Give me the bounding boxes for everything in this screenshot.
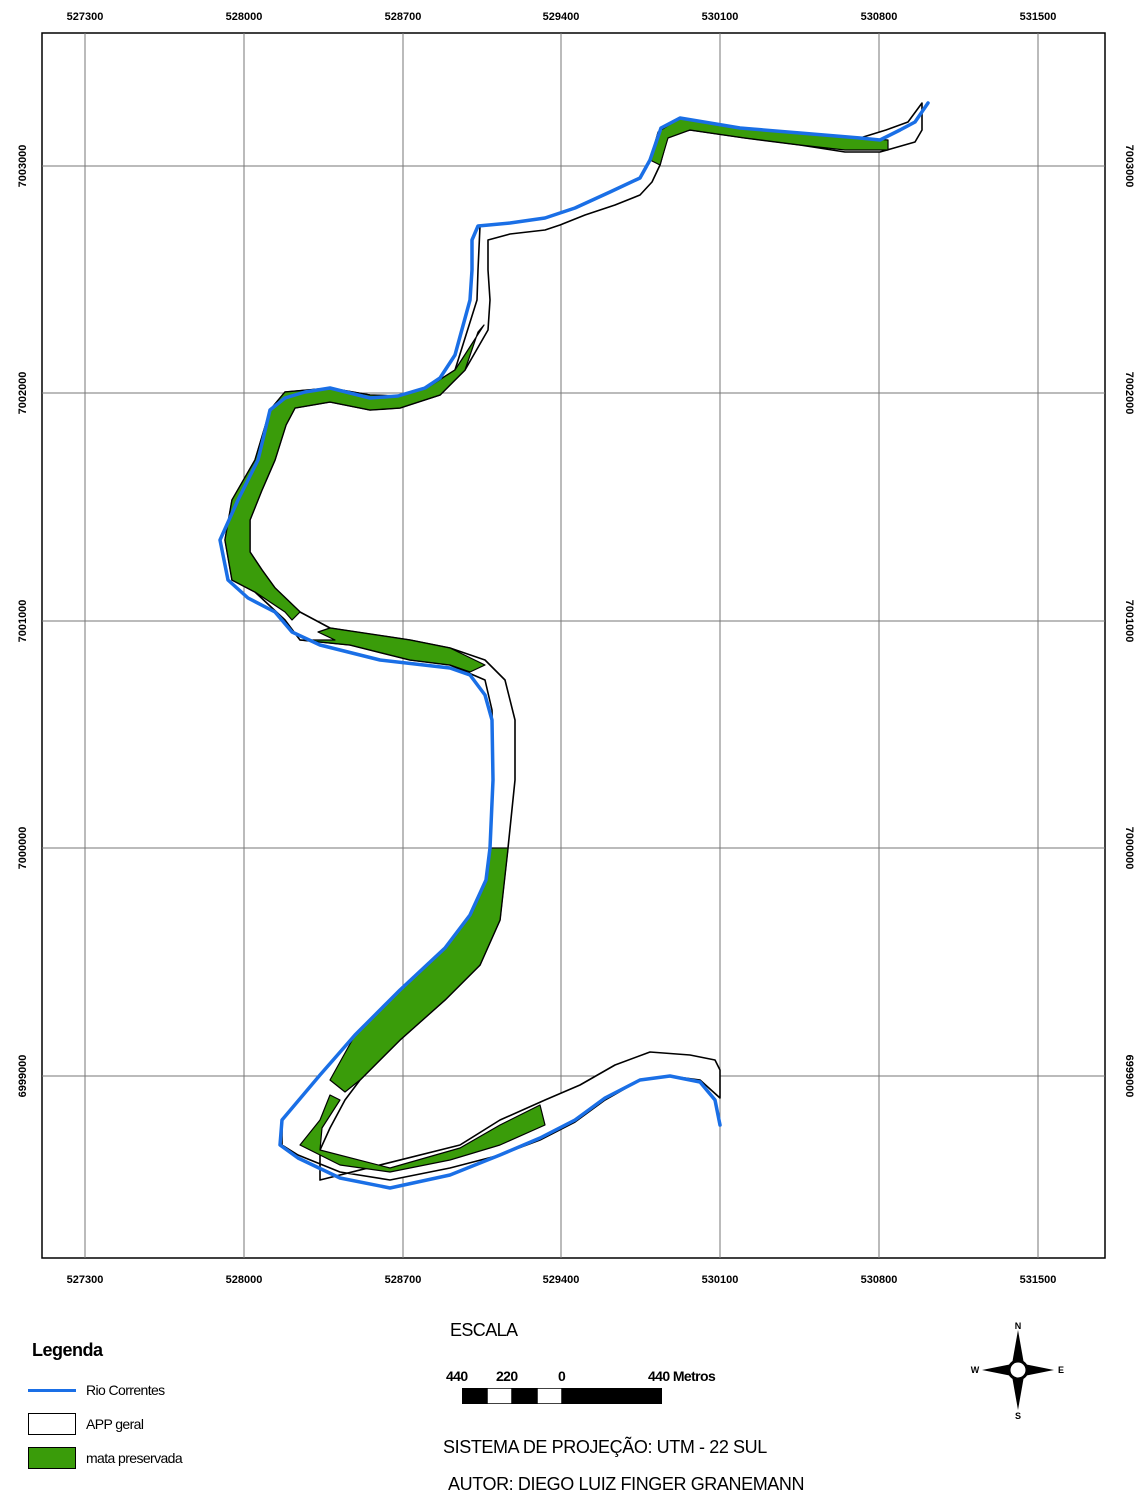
mata-preservada bbox=[224, 117, 889, 1173]
mata-swatch bbox=[28, 1447, 76, 1469]
legend-item-rio: Rio Correntes bbox=[28, 1378, 165, 1402]
x-tick-label: 531500 bbox=[1020, 11, 1057, 23]
projection-text: SISTEMA DE PROJEÇÃO: UTM - 22 SUL bbox=[443, 1437, 767, 1457]
map-frame: 527300 528000 528700 529400 530100 53080… bbox=[17, 11, 1135, 1286]
x-tick-label: 530100 bbox=[702, 11, 739, 23]
y-tick-label: 7002000 bbox=[1123, 372, 1135, 415]
x-tick-label: 530800 bbox=[861, 11, 898, 23]
y-tick-labels-left: 7003000 7002000 7001000 7000000 6999000 bbox=[17, 145, 29, 1098]
x-tick-labels-bottom: 527300 528000 528700 529400 530100 53080… bbox=[67, 1274, 1057, 1286]
x-tick-label: 529400 bbox=[543, 1274, 580, 1286]
mata-segment-bottom bbox=[299, 1094, 546, 1173]
compass-s-label: S bbox=[1015, 1411, 1021, 1420]
scale-segment bbox=[536, 1388, 563, 1404]
rio-correntes-line bbox=[218, 101, 930, 1190]
legend-label: Rio Correntes bbox=[86, 1382, 165, 1398]
x-tick-label: 528000 bbox=[226, 11, 263, 23]
y-tick-labels-right: 7003000 7002000 7001000 7000000 6999000 bbox=[1123, 145, 1135, 1098]
legend-label: mata preservada bbox=[86, 1450, 183, 1466]
scale-bar bbox=[462, 1388, 662, 1404]
compass-e-label: E bbox=[1058, 1365, 1064, 1375]
x-tick-labels-top: 527300 528000 528700 529400 530100 53080… bbox=[67, 11, 1057, 23]
scale-block: ESCALA 440 220 0 440 Metros bbox=[430, 1318, 810, 1428]
map-border bbox=[41, 32, 1106, 1259]
scale-label: 0 bbox=[558, 1368, 566, 1384]
y-tick-label: 6999000 bbox=[1123, 1055, 1135, 1098]
y-tick-label: 7000000 bbox=[17, 827, 29, 870]
x-tick-label: 528700 bbox=[385, 1274, 422, 1286]
compass-w-label: W bbox=[971, 1365, 980, 1375]
x-tick-label: 529400 bbox=[543, 11, 580, 23]
x-tick-label: 531500 bbox=[1020, 1274, 1057, 1286]
grid-lines bbox=[42, 33, 1105, 1258]
scale-segment bbox=[486, 1388, 513, 1404]
legend: Legenda Rio Correntes APP geral mata pre… bbox=[28, 1338, 348, 1488]
x-tick-label: 527300 bbox=[67, 1274, 104, 1286]
legend-label: APP geral bbox=[86, 1416, 144, 1432]
scale-segment bbox=[512, 1388, 537, 1404]
y-tick-label: 7000000 bbox=[1123, 827, 1135, 870]
mata-segment-mid bbox=[299, 627, 486, 673]
x-tick-label: 530100 bbox=[702, 1274, 739, 1286]
legend-item-mata: mata preservada bbox=[28, 1446, 183, 1470]
y-tick-label: 6999000 bbox=[17, 1055, 29, 1098]
app-swatch bbox=[28, 1413, 76, 1435]
compass-center bbox=[1007, 1359, 1029, 1381]
x-tick-label: 528000 bbox=[226, 1274, 263, 1286]
y-tick-label: 7003000 bbox=[1123, 145, 1135, 188]
y-tick-label: 7002000 bbox=[17, 372, 29, 415]
y-tick-label: 7003000 bbox=[17, 145, 29, 188]
legend-title: Legenda bbox=[32, 1340, 103, 1360]
x-tick-label: 527300 bbox=[67, 11, 104, 23]
mata-segment-top bbox=[649, 117, 889, 166]
compass-icon bbox=[982, 1330, 1054, 1410]
scale-segment bbox=[462, 1388, 487, 1404]
scale-title: ESCALA bbox=[450, 1320, 518, 1340]
y-tick-label: 7001000 bbox=[1123, 600, 1135, 643]
scale-label: 440 Metros bbox=[648, 1368, 716, 1384]
legend-item-app: APP geral bbox=[28, 1412, 144, 1436]
x-tick-label: 528700 bbox=[385, 11, 422, 23]
compass-rose: N S E W bbox=[971, 1321, 1064, 1420]
compass-n-label: N bbox=[1015, 1321, 1022, 1331]
scale-label: 440 bbox=[446, 1368, 468, 1384]
scale-segment bbox=[562, 1388, 662, 1404]
author-text: AUTOR: DIEGO LUIZ FINGER GRANEMANN bbox=[448, 1474, 805, 1494]
river-swatch bbox=[28, 1379, 76, 1401]
scale-label: 220 bbox=[496, 1368, 518, 1384]
x-tick-label: 530800 bbox=[861, 1274, 898, 1286]
y-tick-label: 7001000 bbox=[17, 600, 29, 643]
